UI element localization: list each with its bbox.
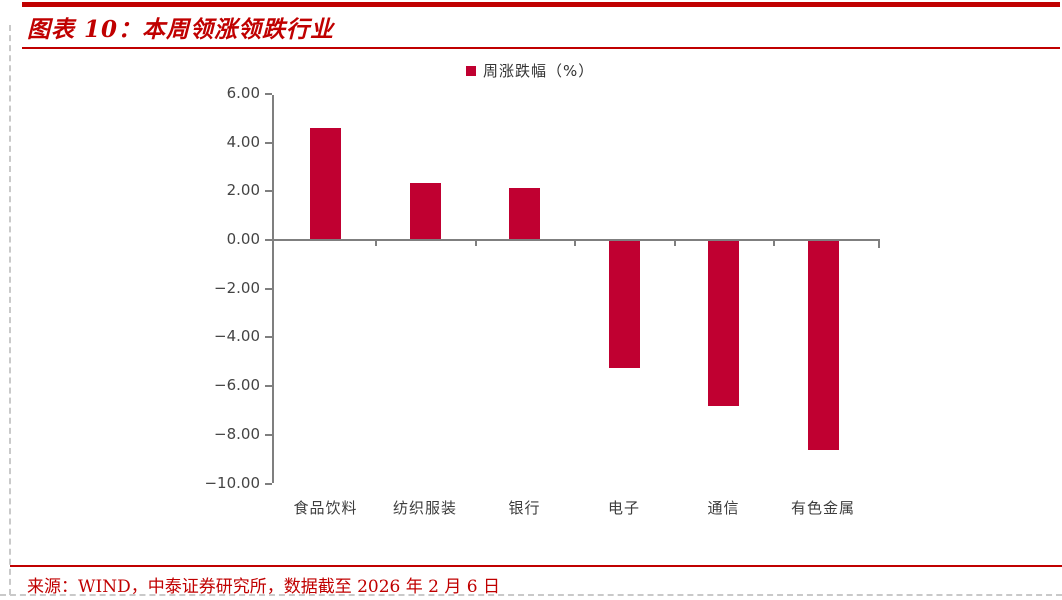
y-tick-mark [265, 190, 272, 193]
y-tick-label: 4.00 [226, 132, 260, 151]
figure-title: 图表 10：本周领涨领跌行业 [27, 16, 335, 43]
bar-4 [708, 241, 739, 407]
x-tick-mark [773, 241, 776, 246]
chart-legend: 周涨跌幅（%） [466, 60, 594, 81]
y-tick-mark [265, 336, 272, 339]
title-divider [22, 47, 1060, 49]
category-label-5: 有色金属 [790, 499, 855, 517]
bar-2 [509, 187, 540, 239]
x-tick-mark [474, 241, 477, 246]
x-tick-mark [574, 241, 577, 246]
bar-3 [608, 241, 640, 368]
y-tick-label: 6.00 [226, 83, 260, 102]
page-edge-dashed-left [9, 25, 11, 595]
y-tick-mark [265, 385, 272, 388]
x-tick-mark [375, 241, 378, 246]
x-axis-line [272, 239, 880, 241]
source-note: 来源：WIND，中泰证券研究所，数据截至 2026 年 2 月 6 日 [27, 577, 501, 597]
bar-0 [310, 128, 341, 239]
legend-label: 周涨跌幅（%） [483, 62, 595, 80]
y-tick-label: 2.00 [226, 181, 260, 200]
y-tick-mark [265, 287, 272, 290]
y-tick-mark [265, 482, 272, 485]
y-axis-line [272, 95, 274, 483]
y-tick-mark [265, 433, 272, 436]
category-label-1: 纺织服装 [392, 499, 457, 517]
y-tick-label: −2.00 [214, 278, 260, 297]
y-tick-label: 0.00 [226, 230, 260, 248]
y-tick-label: −6.00 [214, 376, 260, 395]
y-tick-label: −8.00 [214, 424, 260, 443]
y-tick-label: −4.00 [214, 327, 260, 346]
y-tick-mark [265, 239, 272, 241]
legend-swatch-icon [466, 65, 476, 76]
category-label-3: 电子 [607, 499, 640, 517]
category-label-2: 银行 [508, 499, 541, 517]
category-label-0: 食品饮料 [293, 499, 358, 517]
bar-5 [807, 241, 839, 451]
page-edge-dashed-bottom [0, 594, 1062, 596]
x-axis-end-tick [878, 241, 880, 248]
bar-1 [409, 183, 441, 239]
category-label-4: 通信 [707, 499, 740, 517]
top-accent-bar [22, 2, 1060, 7]
y-tick-mark [265, 92, 272, 95]
x-tick-mark [673, 241, 676, 246]
y-tick-mark [265, 141, 272, 144]
footer-divider [10, 565, 1062, 567]
y-tick-label: −10.00 [204, 473, 260, 492]
